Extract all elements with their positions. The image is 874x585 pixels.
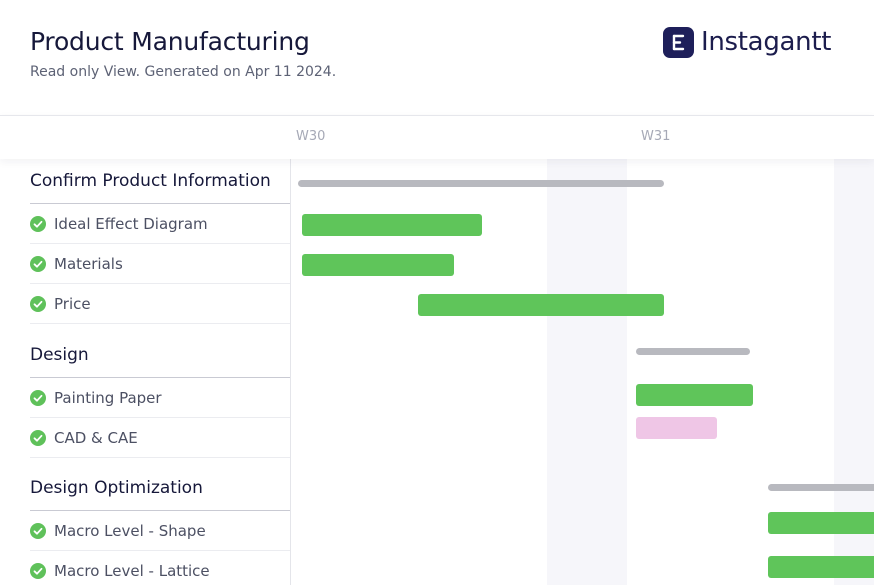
brand: Instagantt — [663, 26, 831, 58]
gantt-body: Confirm Product Information Ideal Effect… — [0, 159, 874, 585]
task-label: Macro Level - Shape — [54, 521, 206, 540]
week-label-w31: W31 — [641, 129, 671, 144]
group-label: Confirm Product Information — [30, 171, 271, 191]
week-label-w30: W30 — [296, 129, 326, 144]
check-circle-icon[interactable] — [30, 215, 46, 232]
group-label: Design — [30, 344, 89, 365]
summary-bar-confirm-product-information[interactable] — [298, 180, 664, 187]
task-bar-materials[interactable] — [302, 254, 454, 276]
instagantt-logo-icon — [663, 26, 694, 58]
task-row-materials[interactable]: Materials — [30, 244, 290, 284]
group-row-design-optimization[interactable]: Design Optimization — [30, 458, 290, 511]
report-header: Product Manufacturing Read only View. Ge… — [0, 0, 874, 116]
timeline-header: W30 W31 — [0, 115, 874, 159]
task-bar-painting-paper[interactable] — [636, 384, 753, 406]
page-subtitle: Read only View. Generated on Apr 11 2024… — [30, 64, 337, 80]
task-row-ideal-effect-diagram[interactable]: Ideal Effect Diagram — [30, 204, 290, 244]
task-row-painting-paper[interactable]: Painting Paper — [30, 378, 290, 418]
task-bar-ideal-effect-diagram[interactable] — [302, 214, 482, 236]
task-bar-price[interactable] — [418, 294, 664, 316]
summary-bar-design[interactable] — [636, 348, 750, 355]
task-label: CAD & CAE — [54, 428, 138, 447]
check-circle-icon[interactable] — [30, 255, 46, 272]
task-bar-cad-cae[interactable] — [636, 417, 717, 439]
task-label: Price — [54, 294, 91, 313]
brand-name: Instagantt — [701, 27, 832, 57]
check-circle-icon[interactable] — [30, 429, 46, 446]
check-circle-icon[interactable] — [30, 522, 46, 539]
check-circle-icon[interactable] — [30, 389, 46, 406]
group-row-confirm-product-information[interactable]: Confirm Product Information — [30, 159, 290, 204]
check-circle-icon[interactable] — [30, 563, 46, 579]
summary-bar-design-optimization[interactable] — [768, 484, 874, 491]
weekend-shade — [547, 159, 627, 585]
page-title: Product Manufacturing — [30, 27, 310, 56]
task-row-price[interactable]: Price — [30, 284, 290, 324]
task-list-divider — [290, 159, 291, 585]
task-bar-macro-level-lattice[interactable] — [768, 556, 874, 578]
task-bar-macro-level-shape[interactable] — [768, 512, 874, 534]
task-label: Painting Paper — [54, 388, 162, 407]
task-label: Materials — [54, 254, 123, 273]
task-label: Macro Level - Lattice — [54, 562, 210, 580]
task-row-macro-level-shape[interactable]: Macro Level - Shape — [30, 511, 290, 551]
group-label: Design Optimization — [30, 478, 203, 498]
check-circle-icon[interactable] — [30, 295, 46, 312]
task-label: Ideal Effect Diagram — [54, 214, 208, 233]
task-row-macro-level-lattice[interactable]: Macro Level - Lattice — [30, 551, 290, 585]
task-row-cad-cae[interactable]: CAD & CAE — [30, 418, 290, 458]
group-row-design[interactable]: Design — [30, 324, 290, 378]
